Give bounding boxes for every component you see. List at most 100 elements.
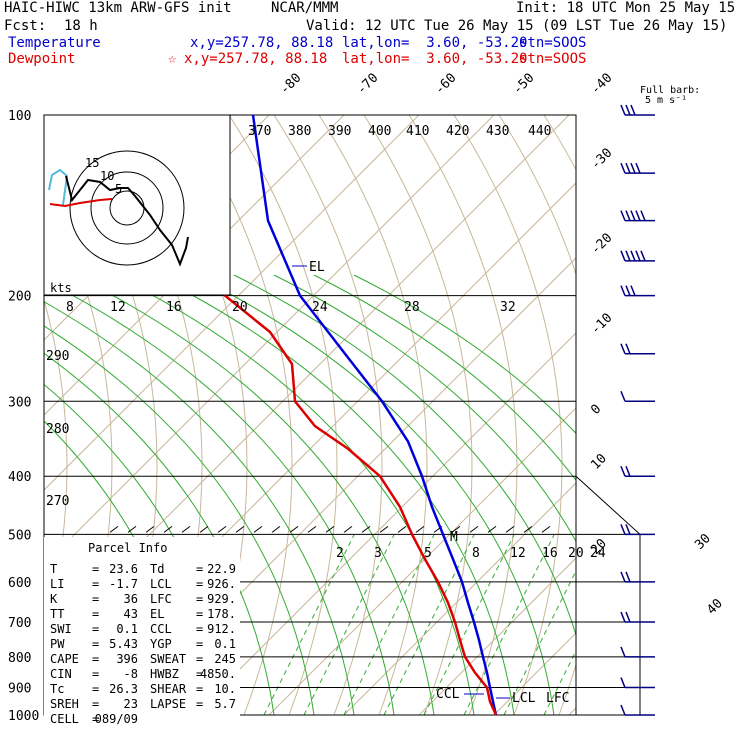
- parcel-label: LFC: [150, 592, 172, 606]
- series-point: [467, 602, 469, 604]
- theta-label: 270: [46, 494, 69, 509]
- parcel-label: PW: [50, 637, 65, 651]
- parcel-value: 912.: [207, 622, 236, 636]
- barb-key-line2: 5 m s⁻¹: [645, 95, 688, 106]
- moist-adiabat-line: [153, 274, 515, 715]
- parcel-value: -1.7: [109, 577, 138, 591]
- dry-adiabat-line: [453, 115, 563, 715]
- moist-adiabat-line: [193, 274, 555, 715]
- series-point: [294, 400, 296, 402]
- series-point: [478, 639, 480, 641]
- series-point: [474, 672, 476, 674]
- series-point: [252, 115, 254, 116]
- parcel-eq: =: [196, 682, 203, 696]
- hatch-mark: [523, 525, 533, 533]
- parcel-label: CAPE: [50, 652, 79, 666]
- parcel-eq: =: [196, 637, 203, 651]
- series-point: [381, 400, 383, 402]
- moist-adiabat-line: [44, 325, 315, 715]
- wind-barb-flag: [625, 210, 631, 221]
- series-point: [492, 701, 494, 703]
- parcel-value: 245: [214, 652, 236, 666]
- hodograph-units: kts: [50, 281, 72, 295]
- parcel-label: YGP: [150, 637, 172, 651]
- parcel-label: SHEAR: [150, 682, 187, 696]
- wind-barb-flag: [635, 210, 641, 221]
- m-label: M: [450, 530, 458, 545]
- parcel-label: HWBZ: [150, 667, 179, 681]
- parcel-value: 36: [124, 592, 138, 606]
- isotherm-line: [268, 407, 576, 715]
- pressure-label: 1000: [8, 709, 39, 724]
- wind-barb-flag: [630, 104, 636, 116]
- hatch-mark: [307, 525, 317, 533]
- pressure-label: 600: [8, 576, 31, 591]
- hatch-mark: [217, 525, 227, 533]
- wind-barb-flag: [625, 104, 631, 116]
- dry-adiabat-line: [634, 115, 740, 715]
- hatch-mark: [325, 525, 335, 533]
- mixing-ratio-label: 28: [404, 300, 420, 315]
- wind-barb-flag: [620, 571, 626, 583]
- isotherm-label: 30: [692, 531, 714, 553]
- series-point: [459, 639, 461, 641]
- series-point: [473, 621, 475, 623]
- hatch-mark: [271, 525, 281, 533]
- theta-label: 400: [368, 124, 391, 139]
- parcel-label: CCL: [150, 622, 172, 636]
- isotherm-label: 0: [588, 402, 604, 418]
- wind-barb-flag: [625, 343, 631, 355]
- hodograph-trace-upper: [48, 168, 69, 206]
- wind-barb-flag: [625, 571, 631, 583]
- moist-adiabat-line: [313, 274, 576, 482]
- parcel-eq: =: [92, 607, 99, 621]
- wind-barb-flag: [620, 677, 626, 688]
- temperature-stn: stn=SOOS: [519, 35, 587, 51]
- wind-barb-flag: [640, 250, 646, 262]
- theta-label: 290: [46, 349, 69, 364]
- hatch-mark: [199, 525, 209, 533]
- moist-adiabat-line: [353, 274, 576, 435]
- wind-barb-flag: [630, 210, 636, 221]
- parcel-value: 26.3: [109, 682, 138, 696]
- isotherm-line: [343, 482, 576, 715]
- parcel-label: CIN: [50, 667, 72, 681]
- moist-adiabat-line: [73, 274, 435, 715]
- series-point: [314, 425, 316, 427]
- parcel-value: 089/09: [95, 712, 138, 726]
- parcel-value: 0.1: [116, 622, 138, 636]
- lfc-label: LFC: [546, 691, 569, 706]
- isotherm-line: [44, 115, 420, 491]
- lcl-label: LCL: [512, 691, 536, 706]
- dewpoint-stn: stn=SOOS: [519, 51, 587, 67]
- series-point: [379, 475, 381, 477]
- parcel-value: 23: [124, 697, 138, 711]
- moist-adiabat-line: [233, 274, 576, 637]
- series-point: [411, 533, 413, 535]
- parcel-label: SWI: [50, 622, 72, 636]
- series-point: [489, 687, 491, 689]
- wind-barb-flag: [620, 611, 626, 623]
- parcel-label: LAPSE: [150, 697, 186, 711]
- isotherm-line: [493, 632, 576, 715]
- hatch-mark: [469, 525, 479, 533]
- mixing-ratio-line: [263, 534, 355, 715]
- wind-barb-flag: [620, 210, 626, 221]
- hatch-mark: [397, 525, 407, 533]
- parcel-value: 926.: [207, 577, 236, 591]
- parcel-label: SWEAT: [150, 652, 186, 666]
- moist-adiabat-line: [44, 301, 355, 715]
- parcel-label: Td: [150, 562, 164, 576]
- parcel-label: T: [50, 562, 57, 576]
- hatch-mark: [343, 525, 353, 533]
- isotherm-label: -10: [588, 311, 615, 338]
- dry-adiabat-line: [498, 115, 576, 715]
- dry-adiabat-line: [363, 115, 473, 715]
- series-point: [421, 475, 423, 477]
- wind-barb-flag: [635, 162, 641, 174]
- theta-label: 440: [528, 124, 551, 139]
- hatch-mark: [235, 525, 245, 533]
- isotherm-label: -40: [588, 71, 615, 98]
- hatch-mark: [127, 525, 137, 533]
